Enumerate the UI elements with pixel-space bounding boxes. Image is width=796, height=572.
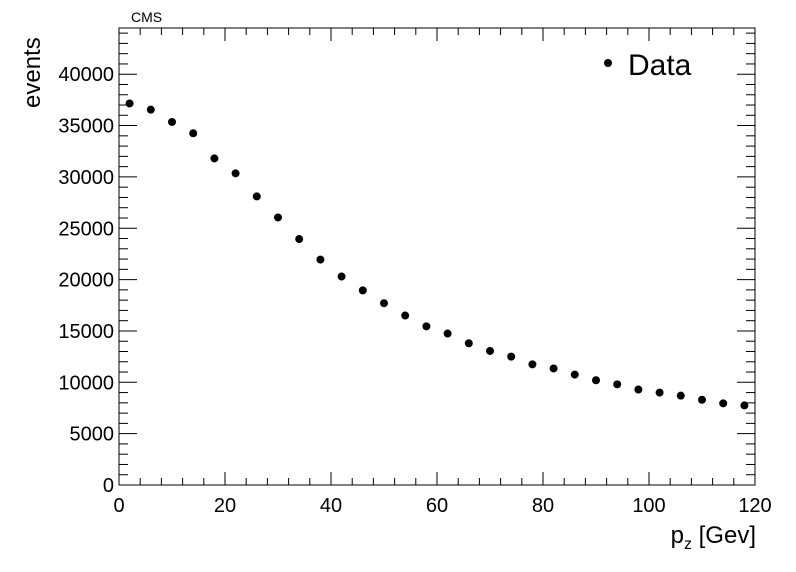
- data-point: [358, 286, 367, 295]
- data-point: [570, 370, 579, 379]
- x-tick-label: 60: [426, 495, 448, 517]
- y-tick-label: 0: [103, 475, 114, 497]
- y-tick-label: 20000: [58, 270, 114, 292]
- data-point: [337, 272, 346, 281]
- data-point: [507, 352, 516, 361]
- y-tick-label: 35000: [58, 116, 114, 138]
- x-tick-label: 100: [632, 495, 665, 517]
- data-point: [295, 235, 304, 244]
- x-axis-title: pz [Gev]: [671, 522, 756, 553]
- data-point: [443, 329, 452, 338]
- data-point: [464, 339, 473, 348]
- data-point: [274, 213, 282, 222]
- x-tick-label: 80: [532, 495, 554, 517]
- data-points: [125, 99, 749, 410]
- data-point: [422, 322, 431, 331]
- y-tick-label: 5000: [70, 424, 115, 446]
- y-axis-title: events: [19, 37, 46, 108]
- data-point: [210, 154, 219, 163]
- data-point: [125, 99, 134, 108]
- x-axis-title-rest: [Gev]: [692, 522, 756, 549]
- y-tick-label: 15000: [58, 321, 114, 343]
- axis-ticks: [118, 28, 756, 486]
- legend-marker: [604, 59, 612, 67]
- data-point: [401, 311, 410, 320]
- data-point: [316, 255, 325, 264]
- x-axis-title-sub: z: [684, 536, 692, 553]
- tick-labels: 0 20 40 60 80 100 120 0 5000 10000 15000 20000 25000…: [58, 64, 771, 517]
- data-point: [676, 391, 685, 400]
- data-point: [486, 346, 494, 355]
- header-label: CMS: [131, 9, 162, 25]
- x-tick-label: 120: [738, 495, 771, 517]
- y-tick-label: 30000: [58, 167, 114, 189]
- legend: Data: [604, 49, 692, 82]
- data-point: [634, 385, 643, 394]
- data-point: [549, 364, 558, 373]
- data-point: [168, 117, 176, 126]
- x-tick-label: 20: [214, 495, 236, 517]
- data-point: [252, 192, 261, 201]
- data-point: [613, 380, 622, 389]
- data-point: [740, 401, 749, 410]
- data-point: [655, 388, 664, 397]
- x-axis-title-main: p: [671, 522, 684, 549]
- data-point: [698, 395, 706, 404]
- plot-frame: [118, 27, 756, 486]
- data-point: [592, 376, 600, 385]
- data-point: [380, 299, 388, 308]
- data-point: [146, 105, 155, 114]
- data-point: [189, 129, 198, 138]
- y-tick-label: 10000: [58, 372, 114, 394]
- y-tick-label: 40000: [58, 64, 114, 86]
- x-tick-label: 0: [113, 495, 124, 517]
- y-tick-label: 25000: [58, 218, 114, 240]
- data-point: [719, 399, 728, 408]
- x-tick-label: 40: [320, 495, 342, 517]
- data-point: [231, 169, 240, 178]
- data-point: [528, 360, 537, 369]
- legend-label: Data: [628, 49, 692, 82]
